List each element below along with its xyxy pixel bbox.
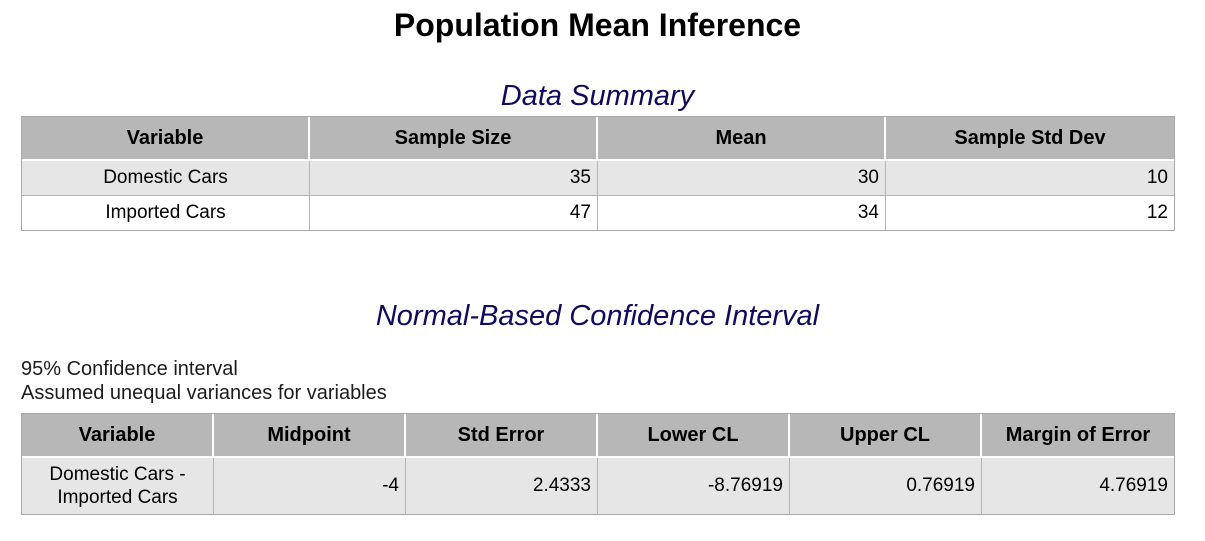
column-header-variable: Variable	[22, 117, 310, 161]
variance-assumption-note: Assumed unequal variances for variables	[21, 382, 387, 404]
cell-variable: Imported Cars	[22, 196, 310, 230]
column-header-margin-of-error: Margin of Error	[982, 414, 1174, 458]
cell-variable: Domestic Cars - Imported Cars	[22, 458, 214, 514]
column-header-sample-std-dev: Sample Std Dev	[886, 117, 1174, 161]
column-header-sample-size: Sample Size	[310, 117, 598, 161]
table-row: Domestic Cars - Imported Cars -4 2.4333 …	[22, 458, 1174, 514]
confidence-interval-notes: 95% Confidence interval Assumed unequal …	[21, 357, 387, 405]
column-header-lower-cl: Lower CL	[598, 414, 790, 458]
data-summary-title: Data Summary	[500, 80, 695, 112]
page-title: Population Mean Inference	[393, 7, 802, 43]
cell-mean: 34	[598, 196, 886, 230]
confidence-level-note: 95% Confidence interval	[21, 358, 238, 380]
data-summary-table: Variable Sample Size Mean Sample Std Dev…	[21, 116, 1175, 231]
cell-sample-std-dev: 10	[886, 161, 1174, 196]
table-header-row: Variable Sample Size Mean Sample Std Dev	[22, 117, 1174, 161]
table-row: Imported Cars 47 34 12	[22, 196, 1174, 230]
cell-sample-size: 35	[310, 161, 598, 196]
cell-lower-cl: -8.76919	[598, 458, 790, 514]
confidence-interval-table: Variable Midpoint Std Error Lower CL Upp…	[21, 413, 1175, 515]
column-header-variable: Variable	[22, 414, 214, 458]
cell-sample-std-dev: 12	[886, 196, 1174, 230]
cell-std-error: 2.4333	[406, 458, 598, 514]
confidence-interval-title: Normal-Based Confidence Interval	[375, 300, 820, 332]
table-header-row: Variable Midpoint Std Error Lower CL Upp…	[22, 414, 1174, 458]
cell-sample-size: 47	[310, 196, 598, 230]
cell-midpoint: -4	[214, 458, 406, 514]
variable-line-1: Domestic Cars -	[49, 464, 186, 485]
column-header-std-error: Std Error	[406, 414, 598, 458]
variable-line-2: Imported Cars	[57, 487, 178, 508]
cell-upper-cl: 0.76919	[790, 458, 982, 514]
cell-mean: 30	[598, 161, 886, 196]
cell-variable: Domestic Cars	[22, 161, 310, 196]
table-row: Domestic Cars 35 30 10	[22, 161, 1174, 196]
cell-margin-of-error: 4.76919	[982, 458, 1174, 514]
column-header-upper-cl: Upper CL	[790, 414, 982, 458]
column-header-midpoint: Midpoint	[214, 414, 406, 458]
column-header-mean: Mean	[598, 117, 886, 161]
